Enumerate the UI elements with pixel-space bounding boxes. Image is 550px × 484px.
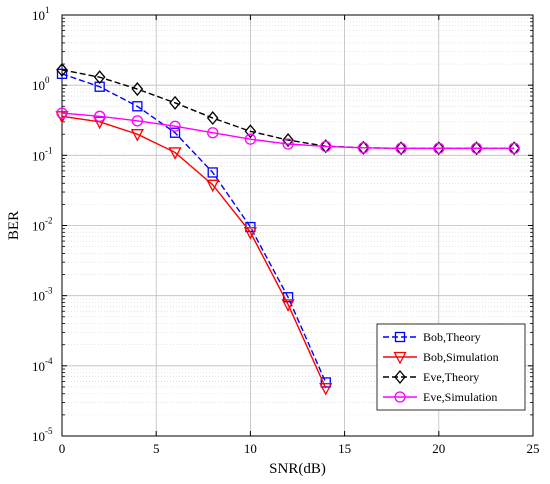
data-point xyxy=(206,179,220,193)
data-point xyxy=(470,142,483,154)
legend-label: Bob,Simulation xyxy=(423,350,499,364)
data-point xyxy=(56,107,68,119)
y-tick-label: 10-1 xyxy=(32,145,53,163)
axis-ticks: 0 5 10 15 20 25 101 100 10-1 10-2 10-3 10-4 10-5 xyxy=(32,5,540,456)
data-point xyxy=(131,115,144,127)
data-point xyxy=(207,167,218,178)
y-tick-label: 101 xyxy=(32,5,50,23)
series-line xyxy=(61,112,515,149)
data-point xyxy=(56,62,68,77)
y-tick-label: 100 xyxy=(32,75,50,93)
y-axis-label: BER xyxy=(6,211,22,240)
data-point xyxy=(470,141,483,156)
data-point xyxy=(244,124,257,139)
data-point xyxy=(508,141,521,156)
series-layer xyxy=(55,62,521,396)
series-bob-simulation xyxy=(55,111,333,396)
data-point xyxy=(432,141,445,156)
legend-label: Bob,Theory xyxy=(423,330,481,344)
data-point xyxy=(93,116,107,130)
data-point xyxy=(282,138,294,150)
series-eve-theory xyxy=(56,62,521,156)
data-point xyxy=(243,227,257,240)
legend-marker xyxy=(393,351,407,365)
data-point xyxy=(320,140,332,153)
legend-box xyxy=(376,323,526,411)
data-point xyxy=(395,141,407,156)
data-point xyxy=(131,82,144,97)
data-point xyxy=(169,95,181,110)
data-point xyxy=(169,120,181,132)
series-line xyxy=(61,73,327,383)
series-line xyxy=(61,115,327,389)
data-point xyxy=(94,110,106,122)
y-tick-label: 10-5 xyxy=(32,426,53,444)
data-point xyxy=(206,111,219,126)
x-tick-label: 10 xyxy=(244,441,257,456)
data-point xyxy=(357,142,370,154)
data-point xyxy=(207,127,219,139)
series-bob-theory xyxy=(56,68,331,388)
data-point xyxy=(357,140,370,155)
series-eve-simulation xyxy=(56,107,520,154)
data-point xyxy=(319,383,333,396)
x-tick-label: 15 xyxy=(338,441,351,456)
data-point xyxy=(395,142,407,154)
data-point xyxy=(93,70,106,85)
data-point xyxy=(433,142,445,154)
data-point xyxy=(168,147,182,160)
x-tick-label: 0 xyxy=(59,441,66,456)
x-tick-label: 20 xyxy=(432,441,445,456)
legend: Bob,Theory Bob,Simulation Eve,Theory Eve,Si… xyxy=(376,323,526,411)
legend-marker xyxy=(394,369,406,385)
data-point xyxy=(508,142,520,154)
data-point xyxy=(281,299,295,312)
data-point xyxy=(56,68,68,79)
legend-marker xyxy=(394,391,406,403)
x-axis-label: SNR(dB) xyxy=(269,461,326,477)
legend-marker xyxy=(394,331,406,343)
legend-label: Eve,Simulation xyxy=(423,390,497,404)
x-tick-label: 5 xyxy=(153,441,160,456)
y-tick-label: 10-3 xyxy=(32,286,53,304)
data-point xyxy=(319,139,332,154)
data-point xyxy=(282,133,294,148)
y-tick-label: 10-2 xyxy=(32,216,53,234)
data-point xyxy=(169,127,181,138)
data-point xyxy=(130,129,144,142)
series-line xyxy=(61,69,515,149)
data-point xyxy=(244,133,257,145)
legend-label: Eve,Theory xyxy=(423,370,479,384)
data-point xyxy=(132,101,143,112)
x-tick-label: 25 xyxy=(527,441,540,456)
y-tick-label: 10-4 xyxy=(32,356,53,374)
